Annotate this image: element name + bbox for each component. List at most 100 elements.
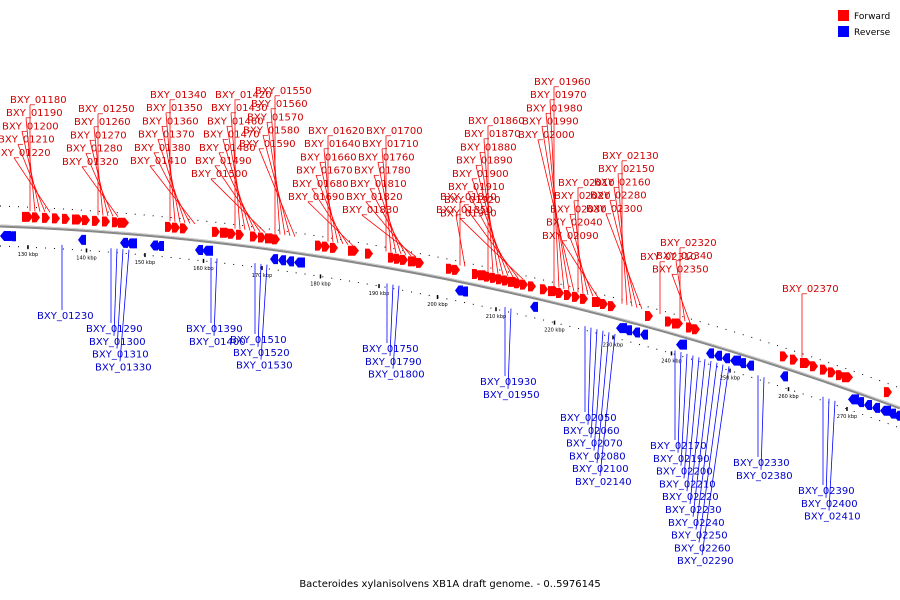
reverse-gene-arrow [278, 255, 286, 266]
tick-label: 210 kbp [486, 314, 506, 320]
reverse-gene-arrow [640, 329, 648, 340]
forward-leader-line [85, 153, 114, 217]
reverse-leader-line [260, 264, 268, 360]
reverse-gene-arrow [270, 254, 278, 265]
tick-label: 250 kbp [720, 376, 740, 382]
forward-gene-arrow [828, 367, 836, 378]
forward-gene-arrow [72, 214, 83, 225]
forward-leader-line [479, 152, 499, 274]
forward-leader-line [270, 109, 281, 235]
tick-label: 270 kbp [837, 414, 857, 420]
reverse-gene-arrow [714, 350, 722, 361]
reverse-gene-arrow [286, 256, 294, 267]
reverse-gene-arrow [676, 339, 687, 350]
forward-gene-label: BXY_01370 [138, 130, 195, 141]
forward-gene-label: BXY_01280 [66, 144, 123, 155]
reverse-gene-label: BXY_02070 [566, 439, 623, 450]
forward-gene-label: BXY_02160 [594, 177, 651, 188]
reverse-gene-arrow [872, 402, 880, 413]
forward-gene-label: BXY_01810 [350, 179, 407, 190]
forward-gene-arrow [692, 324, 700, 335]
forward-gene-label: BXY_01570 [247, 112, 304, 123]
tick-label: 160 kbp [193, 266, 213, 272]
reverse-gene-label: BXY_01930 [480, 377, 537, 388]
forward-gene-arrow [172, 222, 180, 233]
forward-gene-arrow [365, 248, 373, 259]
forward-leader-line [561, 240, 599, 298]
forward-gene-arrow [572, 291, 580, 302]
forward-gene-label: BXY_01920 [444, 195, 501, 206]
forward-gene-label: BXY_01820 [346, 192, 403, 203]
forward-leader-line [675, 261, 686, 322]
forward-gene-arrow [228, 228, 236, 239]
forward-gene-label: BXY_02020 [554, 191, 611, 202]
forward-leader-line [671, 274, 691, 323]
reverse-gene-arrow [156, 241, 164, 252]
forward-gene-arrow [884, 387, 892, 398]
reverse-gene-arrow [856, 397, 864, 408]
forward-gene-label: BXY_01640 [304, 139, 361, 150]
forward-gene-label: BXY_01870 [464, 129, 521, 140]
forward-gene-label: BXY_01690 [288, 192, 345, 203]
reverse-gene-arrow [294, 257, 305, 268]
reverse-gene-label: BXY_01390 [186, 324, 243, 335]
forward-gene-arrow [42, 212, 50, 223]
legend: Forward Reverse [838, 10, 891, 38]
forward-leader-line [569, 214, 589, 296]
forward-gene-label: BXY_02130 [602, 151, 659, 162]
reverse-gene-label: BXY_02100 [572, 464, 629, 475]
forward-gene-arrow [520, 279, 528, 290]
reverse-gene-label: BXY_01510 [230, 335, 287, 346]
reverse-gene-label: BXY_02380 [736, 471, 793, 482]
forward-gene-arrow [800, 357, 811, 368]
legend-reverse-label: Reverse [854, 28, 891, 38]
reverse-gene-arrow [530, 301, 538, 312]
reverse-leader-line [701, 366, 730, 556]
tick-layer: 130 kbp 140 kbp 150 kbp 160 kbp 170 kbp 180 k… [18, 245, 857, 420]
tick-label: 230 kbp [603, 342, 623, 348]
leader-line-layer [13, 87, 836, 556]
reverse-gene-arrow [150, 240, 158, 251]
reverse-gene-arrow [894, 410, 900, 421]
reverse-gene-label: BXY_01530 [236, 361, 293, 372]
forward-gene-label: BXY_01490 [195, 156, 252, 167]
forward-leader-line [459, 218, 524, 280]
backbone-group [0, 205, 900, 429]
forward-gene-label: BXY_02150 [598, 164, 655, 175]
forward-leader-line [545, 113, 565, 290]
forward-gene-arrow [810, 361, 818, 372]
forward-gene-label: BXY_02320 [660, 238, 717, 249]
forward-gene-label: BXY_01760 [358, 152, 415, 163]
genome-caption: Bacteroides xylanisolvens XB1A draft gen… [299, 579, 600, 590]
forward-leader-line [258, 148, 296, 237]
forward-gene-arrow [528, 281, 536, 292]
forward-leader-line [483, 139, 494, 273]
forward-gene-label: BXY_01680 [292, 179, 349, 190]
reverse-leader-line [587, 327, 592, 425]
forward-gene-label: BXY_01970 [530, 90, 587, 101]
reverse-gene-arrow [120, 237, 128, 248]
reverse-gene-arrow [880, 405, 891, 416]
reverse-leader-line [689, 359, 706, 505]
forward-gene-label: BXY_01350 [146, 103, 203, 114]
forward-leader-line [153, 152, 191, 224]
reverse-gene-arrow [455, 285, 463, 296]
forward-gene-arrow [22, 211, 33, 222]
reverse-leader-line [698, 364, 724, 543]
forward-gene-label: BXY_01980 [526, 103, 583, 114]
forward-leader-line [210, 178, 266, 233]
forward-gene-arrow [540, 284, 548, 295]
forward-leader-line [307, 201, 354, 246]
forward-gene-label: BXY_02040 [546, 218, 603, 229]
reverse-gene-arrow [888, 408, 896, 419]
forward-gene-label: BXY_01900 [452, 169, 509, 180]
forward-gene-label: BXY_02000 [518, 130, 575, 141]
forward-leader-line [214, 165, 261, 232]
forward-leader-line [157, 139, 186, 224]
reverse-gene-label: BXY_01330 [95, 362, 152, 373]
forward-gene-label: BXY_01780 [354, 166, 411, 177]
reverse-gene-label: BXY_02330 [733, 458, 790, 469]
reverse-gene-arrow [126, 238, 137, 249]
forward-leader-line [323, 149, 334, 243]
reverse-gene-label: BXY_02400 [801, 499, 858, 510]
